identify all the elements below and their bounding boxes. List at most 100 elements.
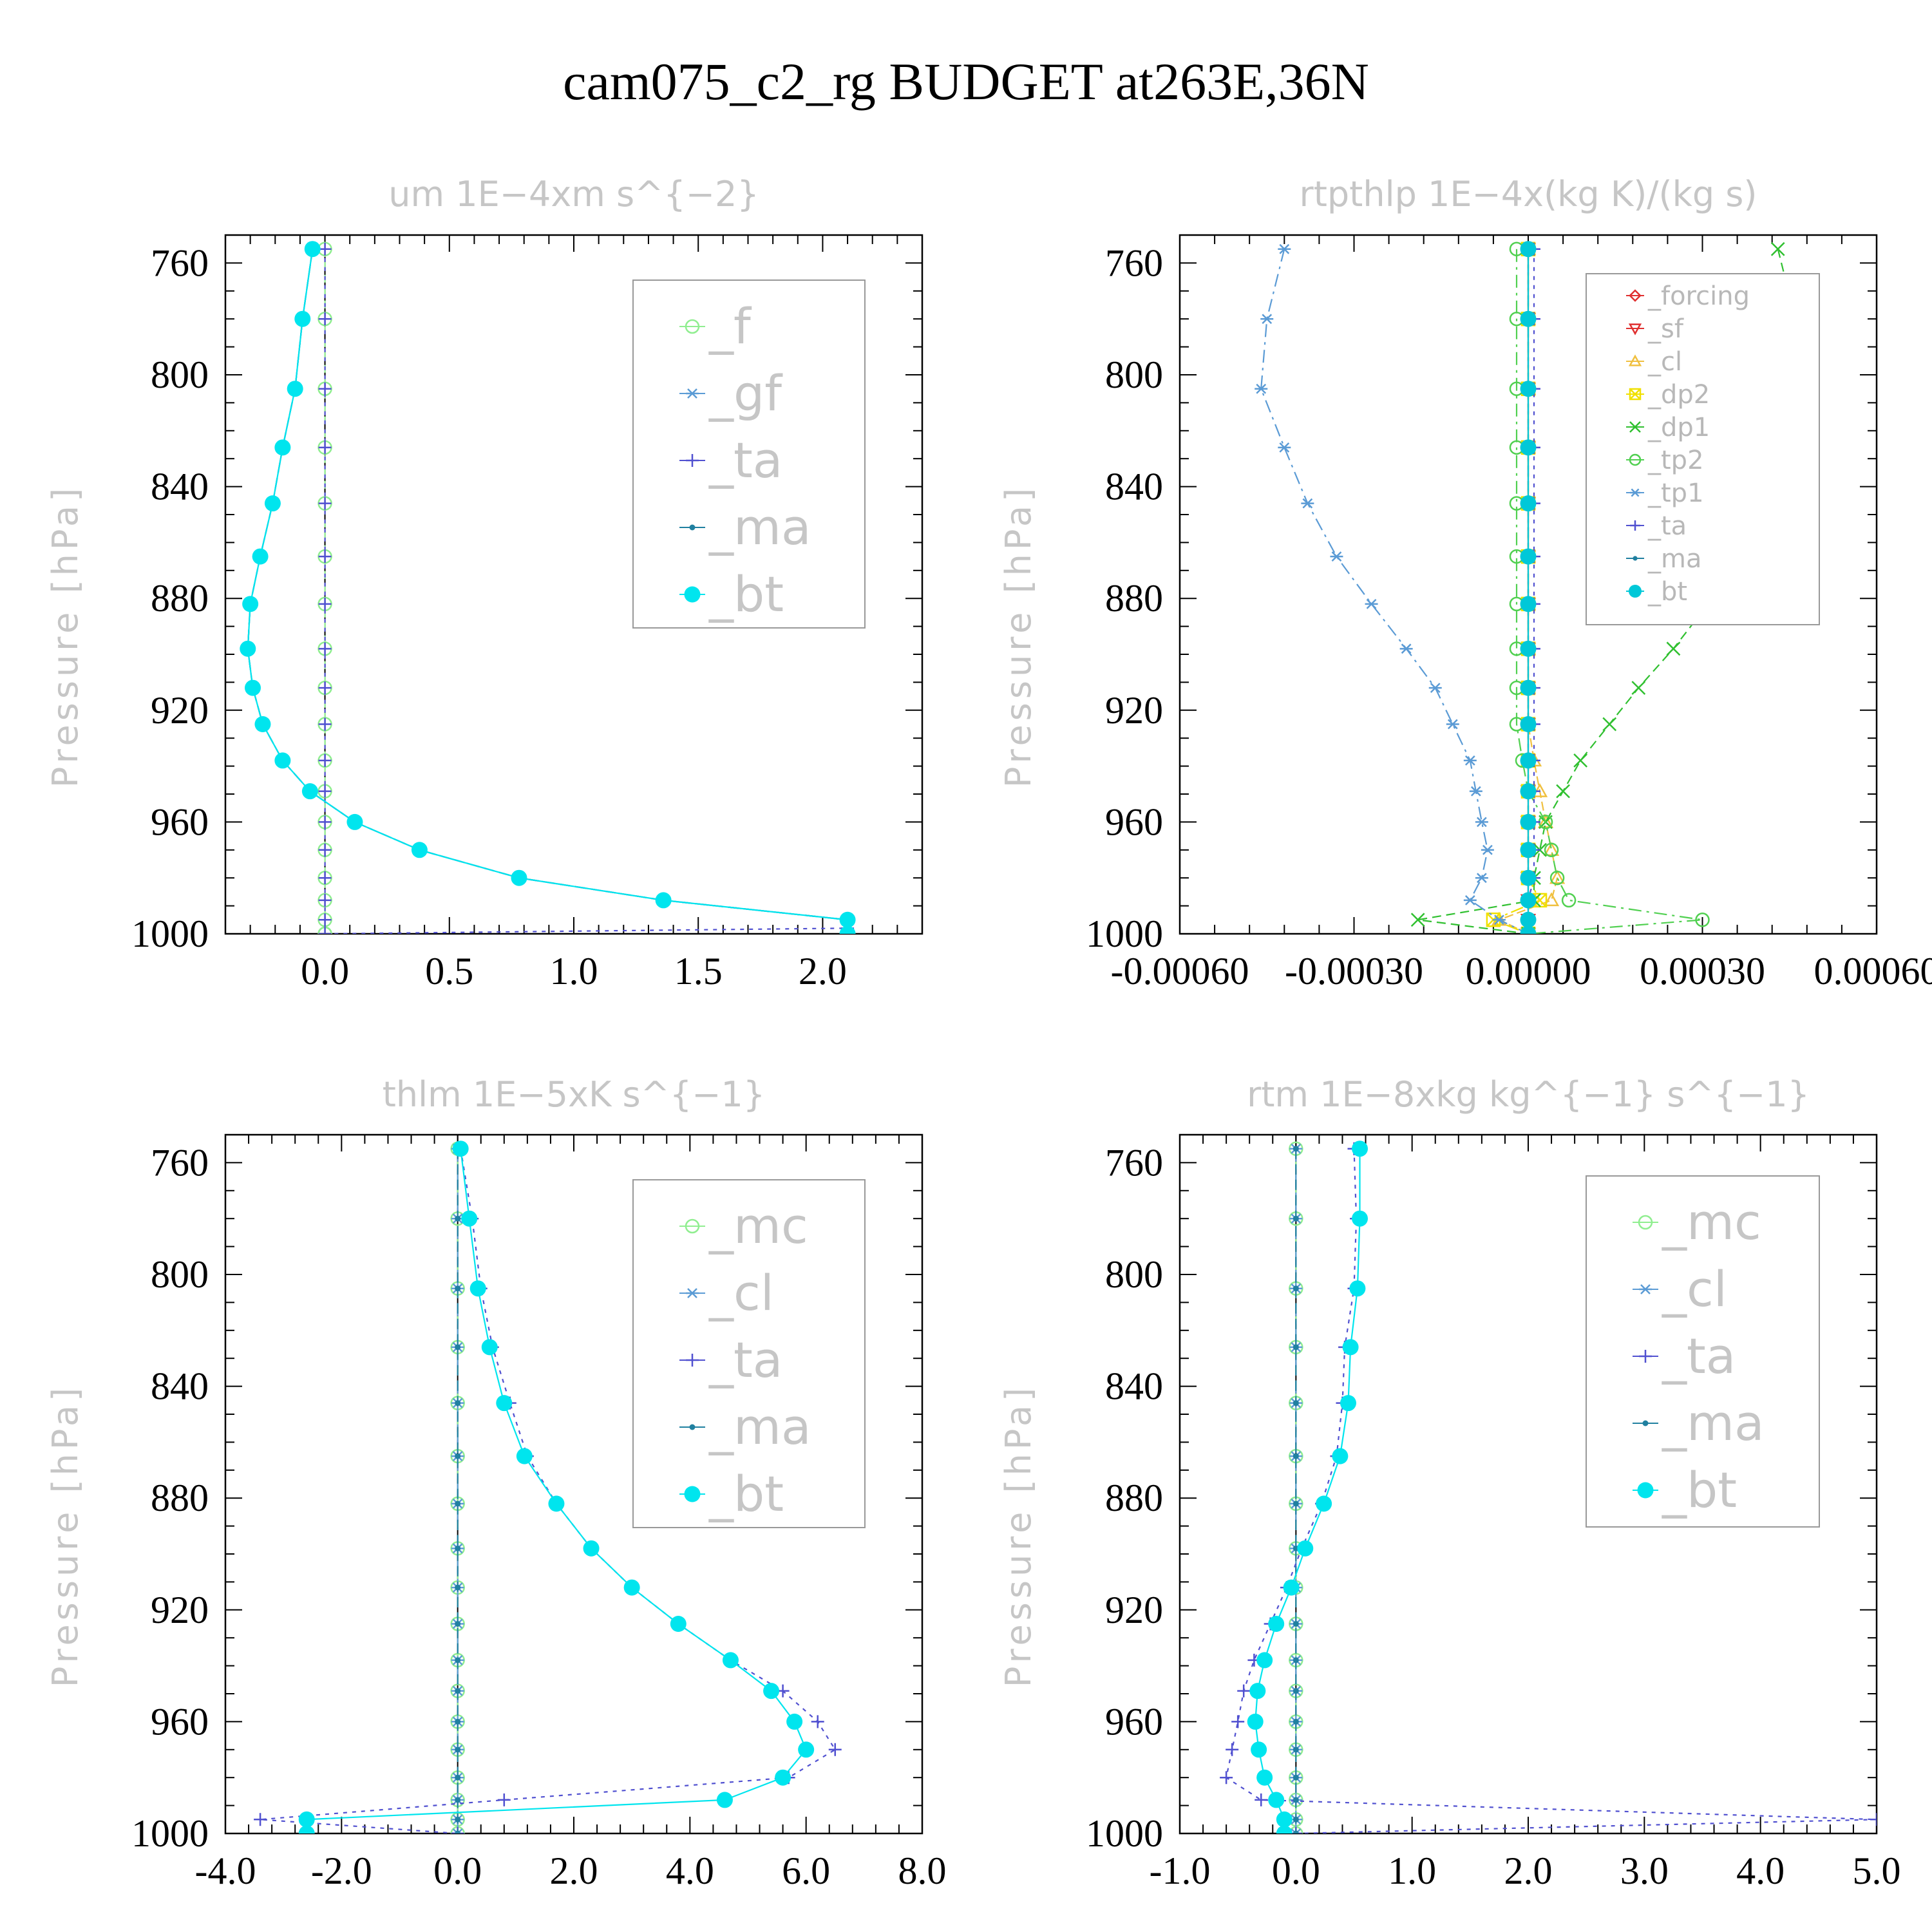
- marker-10: [1293, 1657, 1299, 1663]
- legend-item-tp2: _tp2: [1626, 446, 1704, 475]
- marker-11: [1556, 784, 1570, 799]
- legend-item-cl: _cl: [1633, 1260, 1727, 1318]
- marker-0: [685, 1218, 700, 1234]
- marker-12: [1537, 813, 1554, 828]
- legend-label: _ta: [1662, 1327, 1736, 1385]
- x-tick-label: 1.0: [1388, 1850, 1436, 1892]
- marker-14: [1549, 869, 1566, 884]
- marker-11: [1520, 783, 1537, 800]
- marker-10: [722, 1652, 739, 1669]
- marker-0: [685, 319, 700, 334]
- marker-7: [1297, 1540, 1314, 1557]
- marker-8: [1520, 679, 1537, 696]
- y-axis-label: Pressure [hPa]: [45, 484, 86, 788]
- marker-0: [1629, 289, 1642, 302]
- x-tick-label: 8.0: [898, 1850, 947, 1892]
- marker-10: [1463, 755, 1477, 766]
- marker-13: [828, 1743, 842, 1756]
- marker-0: [1639, 1350, 1652, 1363]
- marker-12: [1520, 813, 1537, 830]
- marker-17: [1293, 1830, 1299, 1833]
- marker-6: [1520, 596, 1537, 612]
- marker-1: [1293, 1215, 1299, 1222]
- marker-2: [1520, 381, 1537, 397]
- plot-area: [254, 1141, 842, 1833]
- y-tick-label: 760: [1105, 242, 1163, 284]
- marker-16: [298, 1811, 315, 1828]
- marker-6: [548, 1495, 565, 1512]
- panel-title: thlm 1E−5xK s^{−1}: [383, 1074, 765, 1115]
- marker-8: [455, 1584, 461, 1591]
- legend-item-bt: _bt: [679, 565, 784, 623]
- y-tick-label: 920: [1105, 1589, 1163, 1631]
- marker-1: [1520, 310, 1537, 327]
- legend-label: _bt: [1662, 1461, 1737, 1519]
- marker-17: [1520, 925, 1537, 934]
- marker-9: [670, 1616, 687, 1632]
- marker-10: [1573, 753, 1588, 768]
- marker-3: [1520, 439, 1537, 456]
- marker-6: [242, 596, 259, 612]
- marker-16: [1520, 911, 1537, 928]
- legend-item-mc: _mc: [1633, 1193, 1761, 1251]
- marker-12: [1231, 1715, 1245, 1728]
- marker-3: [455, 1344, 461, 1350]
- legend-item-bt: _bt: [679, 1465, 784, 1522]
- marker-14: [1520, 869, 1537, 886]
- marker-10: [274, 752, 291, 769]
- marker-0: [684, 1486, 701, 1502]
- panel-title: um 1E−4xm s^{−2}: [388, 174, 759, 214]
- marker-12: [346, 813, 363, 830]
- marker-13: [455, 1747, 461, 1753]
- panel-4: 760 800 840 880 920 960 1000-1.0 0.0 1.0 2.0 3.0 4.…: [998, 1074, 1901, 1892]
- marker-8: [318, 681, 332, 695]
- marker-0: [1637, 1482, 1654, 1499]
- legend-item-forcing: _forcing: [1626, 281, 1750, 311]
- marker-12: [786, 1713, 803, 1730]
- series-line: [1225, 1148, 1877, 1833]
- legend-label: _cl: [708, 1264, 774, 1321]
- y-tick-label: 840: [1105, 466, 1163, 508]
- marker-4: [1520, 495, 1537, 512]
- marker-0: [1630, 488, 1640, 497]
- y-tick-label: 760: [151, 1141, 209, 1184]
- legend-item-ma: _ma: [679, 1398, 811, 1455]
- y-tick-label: 920: [151, 1589, 209, 1631]
- marker-5: [252, 548, 269, 565]
- x-tick-label: 1.5: [674, 950, 723, 992]
- marker-5: [516, 1448, 533, 1464]
- marker-16: [1695, 913, 1710, 927]
- marker-12: [811, 1715, 824, 1728]
- x-tick-label: 1.0: [550, 950, 598, 992]
- legend-item-mc: _mc: [679, 1197, 808, 1255]
- legend-label: _ma: [1647, 544, 1701, 574]
- x-tick-label: 6.0: [782, 1850, 830, 1892]
- legend-label: _ma: [708, 498, 811, 556]
- x-tick-label: -0.00060: [1111, 950, 1249, 992]
- marker-15: [716, 1792, 733, 1808]
- marker-14: [1293, 1774, 1299, 1781]
- marker-4: [264, 495, 281, 512]
- y-tick-label: 920: [1105, 689, 1163, 732]
- marker-5: [1330, 551, 1343, 562]
- legend-item-bt: _bt: [1626, 577, 1687, 607]
- marker-14: [511, 869, 527, 886]
- marker-16: [839, 911, 856, 928]
- marker-6: [455, 1501, 461, 1507]
- marker-0: [1629, 388, 1642, 401]
- x-tick-label: 5.0: [1853, 1850, 1901, 1892]
- y-tick-label: 760: [1105, 1141, 1163, 1184]
- marker-7: [1520, 640, 1537, 657]
- marker-5: [318, 550, 332, 564]
- x-tick-label: 2.0: [799, 950, 847, 992]
- legend-label: _mc: [1662, 1193, 1761, 1251]
- marker-0: [1638, 1215, 1653, 1230]
- marker-0: [452, 1141, 469, 1157]
- marker-13: [1520, 842, 1537, 858]
- legend-label: _forcing: [1647, 281, 1750, 311]
- marker-0: [1642, 1420, 1649, 1426]
- legend-item-dp2: _dp2: [1626, 380, 1710, 410]
- marker-11: [318, 784, 332, 798]
- series-bt: [298, 1141, 815, 1833]
